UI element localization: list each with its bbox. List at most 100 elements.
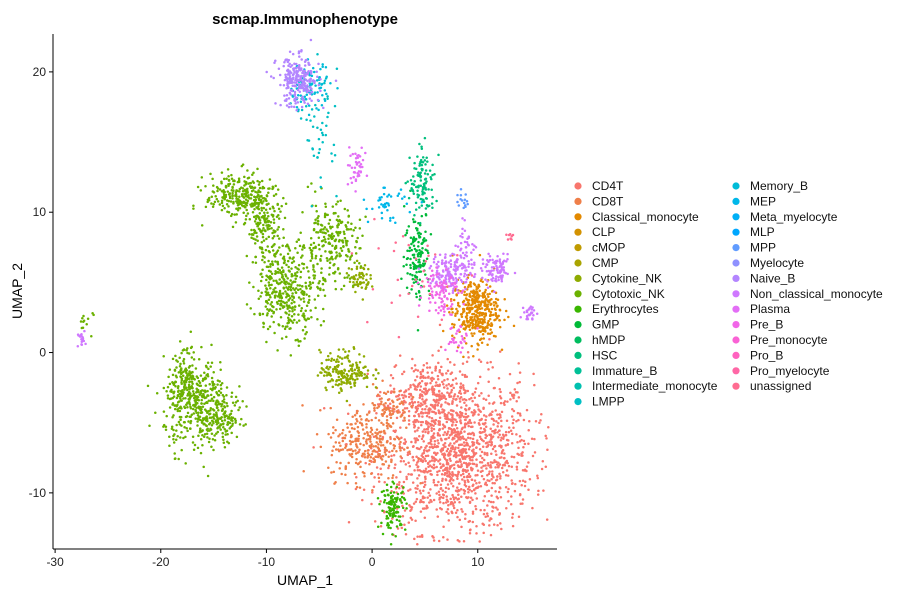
data-point (363, 475, 366, 478)
data-point (423, 178, 427, 181)
data-point (189, 386, 192, 389)
data-point (400, 495, 404, 499)
data-point (330, 236, 333, 239)
data-point (85, 323, 88, 326)
data-point (332, 212, 336, 215)
data-point (280, 296, 284, 299)
data-point (337, 348, 341, 351)
data-point (430, 379, 434, 383)
data-point (210, 376, 214, 380)
data-point (462, 386, 465, 389)
data-point (459, 197, 462, 201)
data-point (459, 438, 462, 441)
data-point (283, 216, 287, 220)
data-point (473, 317, 476, 321)
data-point (374, 377, 378, 381)
data-point (398, 354, 402, 357)
data-point (335, 418, 339, 422)
data-point (276, 202, 279, 206)
data-point (408, 210, 412, 214)
data-point (184, 370, 188, 373)
data-point (467, 472, 471, 476)
data-point (276, 267, 280, 271)
data-point (177, 371, 181, 374)
data-point (252, 237, 255, 240)
data-point (459, 473, 463, 477)
data-point (412, 253, 416, 256)
data-point (200, 419, 204, 423)
data-point (348, 280, 352, 283)
data-point (382, 204, 385, 207)
data-point (374, 431, 377, 435)
data-point (208, 412, 212, 416)
data-point (310, 182, 313, 185)
data-point (484, 418, 487, 422)
data-point (200, 345, 203, 349)
data-point (400, 401, 403, 405)
data-point (249, 197, 253, 200)
data-point (348, 439, 352, 443)
data-point (295, 109, 298, 112)
data-point (316, 91, 319, 94)
data-point (305, 118, 308, 121)
data-point (179, 369, 182, 372)
data-point (491, 509, 494, 513)
data-point (257, 289, 260, 293)
data-point (343, 207, 347, 211)
data-point (296, 101, 300, 104)
data-point (297, 340, 300, 343)
data-point (420, 423, 423, 427)
data-point (488, 524, 491, 527)
data-point (374, 455, 377, 458)
data-point (407, 395, 411, 399)
data-point (182, 370, 185, 374)
data-point (285, 263, 288, 267)
data-point (395, 395, 398, 398)
data-point (494, 466, 497, 469)
data-point (407, 225, 411, 228)
data-point (486, 332, 490, 335)
data-point (424, 420, 428, 423)
data-point (316, 317, 319, 321)
data-point (285, 78, 289, 81)
data-point (404, 181, 407, 185)
data-point (274, 102, 277, 105)
data-point (351, 415, 354, 419)
data-point (408, 504, 411, 507)
data-point (155, 392, 159, 395)
data-point (285, 104, 289, 107)
data-point (282, 277, 285, 281)
data-point (361, 234, 364, 237)
data-point (263, 260, 266, 264)
data-point (448, 444, 451, 447)
data-point (395, 476, 398, 479)
data-point (478, 329, 481, 333)
data-point (471, 326, 474, 330)
data-point (451, 471, 454, 474)
data-point (329, 436, 333, 439)
data-point (467, 424, 470, 428)
data-point (454, 314, 457, 318)
data-point (511, 512, 515, 516)
data-point (455, 420, 458, 424)
data-point (496, 508, 499, 511)
data-point (308, 85, 312, 89)
data-point (314, 221, 317, 224)
data-point (225, 177, 228, 180)
data-point (372, 457, 375, 461)
data-point (509, 502, 513, 506)
data-point (450, 473, 454, 476)
data-point (225, 402, 228, 405)
data-point (489, 500, 493, 504)
data-point (215, 420, 218, 424)
data-point (225, 386, 229, 389)
data-point (465, 455, 468, 459)
data-point (389, 499, 393, 502)
data-point (338, 252, 341, 255)
data-point (271, 187, 274, 191)
data-point (345, 422, 349, 426)
data-point (413, 430, 417, 433)
data-point (421, 370, 424, 373)
data-point (429, 233, 433, 236)
data-point (269, 221, 273, 224)
